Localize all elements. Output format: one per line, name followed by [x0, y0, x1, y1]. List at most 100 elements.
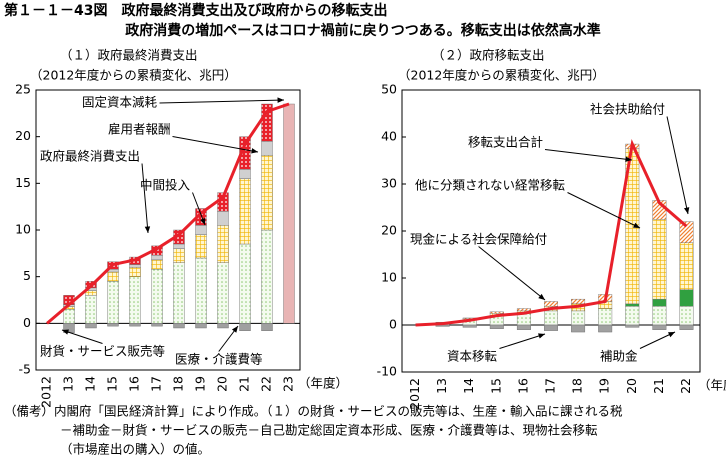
- bar-segment: [517, 325, 531, 330]
- x-tick-label: 14: [461, 378, 476, 394]
- bar-segment: [262, 323, 273, 330]
- bar-segment: [152, 269, 163, 323]
- figure-title: 第１－１－43図 政府最終消費支出及び政府からの移転支出: [4, 2, 387, 19]
- bar-segment: [174, 263, 185, 324]
- bar-segment: [626, 325, 640, 327]
- bar-segment: [626, 304, 640, 306]
- arrow-head: [684, 207, 689, 214]
- y-tick-label: 20: [381, 223, 397, 238]
- annotation-arrow: [479, 247, 545, 301]
- bar-segment: [544, 311, 558, 325]
- y-tick-label: 5: [23, 268, 31, 283]
- y-tick-label: 20: [15, 128, 31, 143]
- bar-segment: [653, 299, 667, 306]
- bar-segment: [108, 281, 119, 323]
- x-tick-label: 21: [237, 376, 252, 392]
- x-tick-label: 17: [543, 378, 558, 394]
- bar-segment: [240, 244, 251, 323]
- x-tick-label: 18: [171, 376, 186, 392]
- bar-segment: [240, 169, 251, 178]
- x-axis-label: （年度）: [698, 378, 726, 393]
- arrow-head: [62, 329, 69, 334]
- x-tick-label: 13: [434, 378, 449, 394]
- y-axis-unit: （2012年度からの累積変化、兆円）: [30, 68, 237, 83]
- legend-label: 中間投入: [140, 178, 191, 193]
- bar-segment: [152, 323, 163, 326]
- y-tick-label: 10: [381, 270, 397, 285]
- annotation-arrow: [160, 100, 284, 103]
- x-tick-label: 20: [624, 378, 639, 394]
- bar-segment: [196, 235, 207, 258]
- legend-label: 固定資本減耗: [82, 95, 158, 110]
- annotation-arrow: [545, 150, 632, 161]
- arrow-head: [232, 326, 238, 333]
- y-tick-label: -10: [377, 364, 397, 379]
- bar-segment: [571, 311, 585, 325]
- x-tick-label: 19: [597, 378, 612, 394]
- bar-segment: [463, 325, 477, 327]
- annotation-arrow: [667, 117, 688, 215]
- bar-segment: [571, 325, 585, 332]
- bar-segment: [544, 302, 558, 307]
- bar-segment: [218, 323, 229, 328]
- legend-label: 現金による社会保障給付: [410, 232, 547, 247]
- bar-segment: [152, 260, 163, 269]
- bar-segment: [240, 323, 251, 330]
- bar-segment: [218, 225, 229, 262]
- line-series: [47, 104, 289, 323]
- note: （備考）内閣府「国民経済計算」により作成。（１）の財貨・サービスの販売等は、生産…: [4, 404, 623, 419]
- bar-segment: [517, 309, 531, 311]
- bar-segment: [196, 323, 207, 328]
- y-axis-unit: （2012年度からの累積変化、兆円）: [398, 68, 605, 83]
- bar-segment: [653, 325, 667, 330]
- panel-title: （２）政府移転支出: [432, 48, 545, 63]
- x-tick-label: 23: [281, 376, 296, 392]
- annotation-arrow: [142, 164, 148, 234]
- bar-segment: [174, 244, 185, 249]
- y-tick-label: 30: [381, 176, 397, 191]
- bar-segment: [174, 249, 185, 263]
- bar-segment: [653, 306, 667, 325]
- bar-segment: [108, 272, 119, 281]
- y-tick-label: 0: [23, 315, 31, 330]
- legend-label: 雇用者報酬: [108, 122, 171, 137]
- bar-segment: [86, 291, 97, 296]
- x-axis-label: （年度）: [298, 376, 348, 391]
- bar-segment: [490, 312, 504, 313]
- x-tick-label: 15: [488, 378, 503, 394]
- annotation-arrow: [500, 334, 545, 349]
- bar-segment: [680, 243, 694, 290]
- x-tick-label: 2012: [407, 378, 422, 410]
- bar-segment: [130, 277, 141, 324]
- legend-label: 補助金: [600, 349, 638, 364]
- bar-segment: [130, 267, 141, 276]
- arrow-head: [251, 148, 258, 153]
- y-tick-label: 0: [389, 317, 397, 332]
- y-tick-label: 25: [15, 82, 31, 97]
- bar-segment: [64, 309, 75, 323]
- bar-segment: [571, 299, 585, 304]
- x-tick-label: 14: [83, 376, 98, 392]
- bar-segment: [262, 155, 273, 230]
- bar-segment: [284, 104, 295, 323]
- legend-label: 移転支出合計: [468, 135, 543, 150]
- bar-segment: [240, 179, 251, 244]
- bar-segment: [196, 258, 207, 323]
- bar-segment: [598, 325, 612, 332]
- bar-segment: [490, 325, 504, 329]
- bar-segment: [218, 263, 229, 324]
- y-tick-label: 10: [15, 222, 31, 237]
- y-tick-label: 40: [381, 129, 397, 144]
- bar-segment: [86, 295, 97, 323]
- bar-segment: [680, 290, 694, 306]
- legend-label: 政府最終消費支出: [40, 149, 140, 164]
- x-tick-label: 15: [105, 376, 120, 392]
- x-tick-label: 22: [259, 376, 274, 392]
- bar-segment: [108, 323, 119, 326]
- arrow-head: [277, 97, 284, 102]
- note: －補助金－財貨・サービスの販売－自己勘定総固定資本形成、医療・介護費等は、現物社…: [60, 423, 598, 438]
- legend-label: 財貨・サービス販売等: [40, 344, 165, 359]
- bar-segment: [174, 323, 185, 328]
- bar-segment: [152, 255, 163, 260]
